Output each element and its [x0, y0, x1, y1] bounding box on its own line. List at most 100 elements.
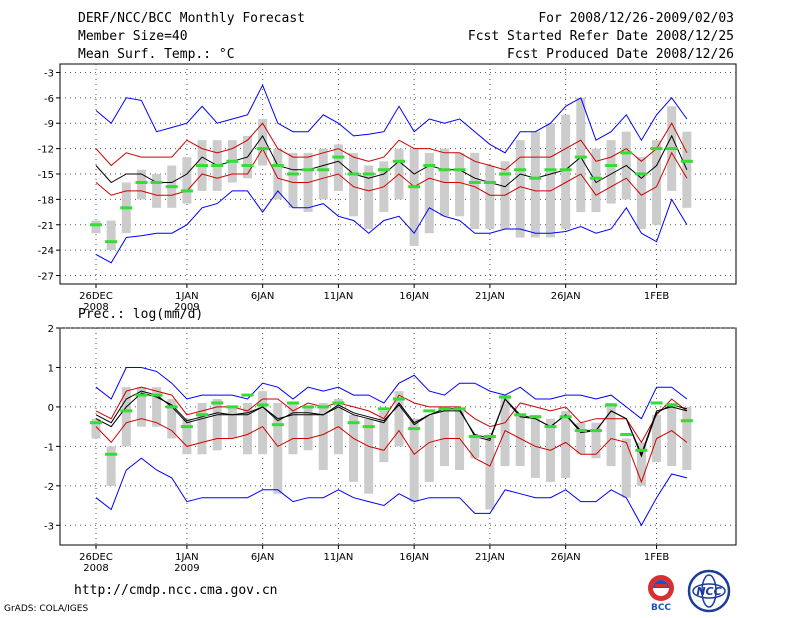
precip-median-marker — [559, 415, 572, 419]
precip-frame — [59, 327, 737, 546]
precip-xtick-label: 21JAN — [475, 552, 505, 563]
precip-xtick-label: 11JAN — [323, 552, 353, 563]
temp-median-marker — [90, 223, 102, 227]
precip-spread-box — [667, 402, 677, 467]
temp-xtick-label: 11JAN — [323, 291, 353, 302]
precip-median-marker — [620, 433, 633, 437]
precip-spread-box — [121, 387, 131, 447]
precip-median-marker — [286, 401, 299, 405]
temp-median-marker — [665, 147, 678, 151]
precip-median-marker — [256, 403, 269, 407]
member-size: Member Size=40 — [78, 29, 188, 44]
temp-spread-box — [106, 220, 116, 251]
temp-median-marker — [211, 164, 224, 168]
chart-title: DERF/NCC/BCC Monthly Forecast — [78, 11, 305, 26]
temp-spread-box — [470, 152, 480, 229]
precip-spread-box — [182, 418, 192, 455]
grads-credit: GrADS: COLA/IGES — [4, 604, 89, 614]
temp-ytick-label: -18 — [38, 195, 54, 206]
precip-spread-box — [409, 418, 419, 502]
precip-spread-box — [591, 422, 601, 459]
precip-median-marker — [574, 429, 587, 433]
precip-spread-box — [106, 446, 116, 486]
temp-spread-box — [288, 152, 298, 208]
temp-spread-box — [136, 169, 146, 200]
temp-xtick-label: 16JAN — [399, 291, 429, 302]
temp-median-marker — [589, 176, 602, 180]
precip-spread-box — [273, 402, 283, 494]
precip-line-median_trace — [95, 392, 688, 458]
temp-median-marker — [483, 180, 496, 184]
precip-median-marker — [150, 393, 163, 397]
precip-median-marker — [393, 397, 405, 401]
temp-xtick-label: 26DEC — [79, 291, 113, 302]
precip-ytick-label: -2 — [44, 482, 54, 493]
precip-median-marker — [680, 419, 693, 423]
temp-spread-box — [424, 152, 434, 234]
temp-spread-box — [364, 165, 374, 229]
precip-spread-box — [515, 414, 525, 467]
precip-xtick-label: 16JAN — [399, 552, 429, 563]
temp-spread-box — [576, 97, 586, 213]
temp-median-marker — [620, 151, 633, 155]
temp-spread-box — [606, 140, 616, 204]
precip-ytick-label: -1 — [44, 442, 54, 453]
temp-median-marker — [408, 185, 421, 189]
precip-spread-box — [243, 402, 252, 455]
temp-ytick-label: -15 — [38, 170, 54, 181]
precip-line-upper — [95, 386, 688, 444]
precip-panel-title: Prec.: log(mm/d) — [78, 307, 204, 322]
precip-median-marker — [423, 409, 436, 413]
temp-spread-box — [258, 119, 268, 166]
precip-median-marker — [483, 435, 496, 438]
temp-median-marker — [574, 155, 587, 159]
precip-median-marker — [499, 395, 512, 399]
precip-spread-box — [227, 406, 237, 439]
temp-median-marker — [514, 168, 527, 172]
temp-median-marker — [377, 168, 390, 172]
precip-spread-box — [258, 391, 268, 455]
temp-ytick-label: -24 — [38, 246, 54, 257]
temp-median-marker — [468, 180, 481, 184]
temp-ytick-label: -6 — [44, 94, 54, 105]
precip-median-marker — [120, 409, 133, 413]
precip-median-marker — [90, 421, 102, 425]
precip-median-marker — [589, 429, 602, 433]
temp-ytick-label: -3 — [44, 68, 54, 79]
temp-spread-box — [349, 152, 359, 217]
temp-line-min — [95, 190, 688, 264]
precip-xtick-label: 1FEB — [644, 552, 669, 563]
precip-spread-box — [136, 387, 146, 427]
temp-xtick-year: 2009 — [174, 302, 199, 313]
precip-median-marker — [105, 452, 118, 456]
temp-ytick-label: -9 — [44, 119, 54, 130]
temp-median-marker — [271, 164, 284, 168]
precip-spread-box — [485, 434, 495, 510]
temp-spread-box — [636, 157, 646, 229]
precip-ytick-label: 0 — [48, 403, 54, 414]
precip-spread-box — [636, 442, 646, 486]
precip-median-marker — [468, 435, 481, 438]
temp-median-marker — [150, 180, 163, 184]
source-url[interactable]: http://cmdp.ncc.cma.gov.cn — [74, 583, 278, 598]
precip-spread-box — [561, 410, 571, 478]
precip-ytick-label: 1 — [48, 363, 54, 374]
precip-spread-box — [318, 402, 328, 471]
temp-spread-box — [530, 131, 540, 238]
temp-line-max — [95, 83, 688, 154]
temp-xtick-label: 1FEB — [644, 291, 669, 302]
temp-median-marker — [438, 168, 451, 172]
precip-median-marker — [377, 407, 390, 411]
precip-spread-box — [212, 399, 222, 451]
temp-line-upper — [95, 122, 688, 171]
temp-median-marker — [256, 147, 269, 151]
temp-median-marker — [650, 147, 663, 151]
temp-median-marker — [393, 159, 405, 163]
temp-median-marker — [302, 168, 315, 172]
temp-spread-box — [182, 157, 192, 204]
precip-spread-box — [394, 391, 404, 447]
precip-median-marker — [514, 413, 527, 417]
precip-spread-box — [197, 402, 207, 455]
precip-spread-box — [470, 434, 480, 459]
